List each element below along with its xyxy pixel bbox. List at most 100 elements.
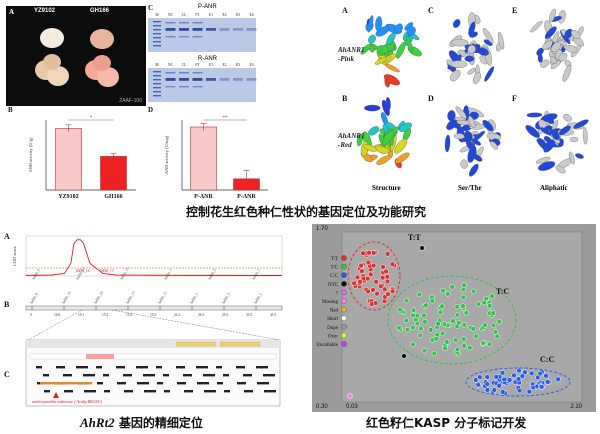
map-marker-0: InDel_9 <box>29 292 38 304</box>
browser-button-a <box>175 341 217 347</box>
row-label-pink: AhANR1 -Pink <box>338 46 364 64</box>
gel-title-bottom: R-ANR <box>198 56 217 62</box>
map-marker-2: InDel_14 <box>93 291 103 305</box>
bar-chart-b: ANR activity (U/g) YZ9102 GH166 * <box>28 116 136 200</box>
cluster-1-point-57 <box>422 319 428 325</box>
gene-feature-1-7 <box>183 374 192 377</box>
gel-top-marker-band-6 <box>153 45 161 47</box>
struct-letter-a: A <box>342 6 348 15</box>
gel-bottom-lane-label-0: M <box>155 63 159 67</box>
cluster-1-point-22 <box>490 322 497 328</box>
map-position-6: 24.3 <box>174 313 180 317</box>
ntc-point-0 <box>419 245 425 251</box>
cluster-1-point-66 <box>454 312 461 318</box>
cluster-0-point-50 <box>385 291 391 297</box>
helix-2-34 <box>558 52 568 62</box>
gene-label: anthocyanidin reductase ( Arahy.IB3J4U) <box>32 399 103 404</box>
helix-0-35 <box>367 15 374 33</box>
cluster-0-point-52 <box>379 275 386 281</box>
browser-frame <box>25 339 281 407</box>
helix-2-26 <box>564 28 573 39</box>
helix-4-30 <box>482 120 494 132</box>
helix-4-33 <box>468 115 476 129</box>
cluster-1-point-79 <box>486 303 493 309</box>
mapping-caption: AhRt2 基因的精细定位 <box>80 414 203 431</box>
helix-4-4 <box>468 163 479 177</box>
gene-feature-0-3 <box>96 366 102 369</box>
gel-top-lane-label-7: E4 <box>250 13 254 17</box>
peak-label-1: InDel_15 <box>100 269 114 273</box>
gene-feature-2-6 <box>157 382 163 385</box>
legend-swatch-2 <box>341 272 347 278</box>
gene-feature-1-11 <box>263 374 275 377</box>
kasp-y-bottom: 0.30 <box>316 404 328 410</box>
lod-marker-4: InDel_3 <box>207 268 216 280</box>
helix-1-15 <box>467 68 476 75</box>
gene-feature-2-10 <box>237 382 246 385</box>
helix-1-31 <box>468 21 476 37</box>
peak-label-0: InDel_14 <box>76 269 90 273</box>
map-position-1: 14.6 <box>54 313 60 317</box>
gel-top-lane-label-3: FT <box>195 13 200 17</box>
cluster-2-point-32 <box>499 370 506 376</box>
cluster-1-point-10 <box>450 318 456 324</box>
gel-top-lane-label-0: M <box>155 13 159 17</box>
cluster-0-point-54 <box>360 250 366 256</box>
mapping-letter-b: B <box>4 300 10 309</box>
cluster-0-point-15 <box>365 259 372 266</box>
seed-label-gh166: GH166 <box>90 8 110 14</box>
gel-top-extra-band-b-2 <box>179 36 189 38</box>
helix-0-14 <box>395 42 406 59</box>
helix-5-13 <box>575 153 584 159</box>
map-position-10: 41.0 <box>270 313 276 317</box>
helix-4-31 <box>473 154 483 162</box>
row-label-pink-line2: -Pink <box>338 55 354 63</box>
cluster-2-point-43 <box>500 389 506 395</box>
map-position-4: 15.3 <box>126 313 132 317</box>
cluster-1-point-72 <box>410 341 416 348</box>
gel-top-target-band-4 <box>206 28 216 31</box>
panel-letter-a: A <box>9 8 15 16</box>
panel-d-chart: D ANR activity (U/mg) P-ANR P-ANR ** <box>146 106 274 204</box>
legend-label-9: Over <box>328 334 338 339</box>
cluster-1-point-21 <box>461 336 467 342</box>
cluster-2-point-28 <box>507 377 513 383</box>
row-label-red-line2: -Red <box>338 141 352 149</box>
gel-top-extra-band-a-3 <box>192 22 203 24</box>
cluster-1-point-62 <box>463 310 469 316</box>
cluster-0-point-35 <box>370 262 377 269</box>
map-marker-7: InDel_1 <box>253 292 262 304</box>
gene-feature-0-2 <box>76 366 88 369</box>
gene-feature-3-5 <box>144 390 156 393</box>
cluster-2-point-2 <box>516 367 522 374</box>
cluster-ellipse-0 <box>347 241 401 311</box>
legend-swatch-1 <box>341 263 347 270</box>
gene-feature-1-8 <box>203 374 215 377</box>
legend-label-3: NTC <box>328 283 339 288</box>
panel-c-gels: C P-ANR R-ANR M NC CL FT E1 E2 E3 E4 M NC CL FT E1 E2… <box>148 4 258 104</box>
gel-bottom-target-band-4 <box>206 78 216 81</box>
helix-2-30 <box>570 29 581 39</box>
helix-3-30 <box>394 138 408 154</box>
cluster-2-point-50 <box>475 382 481 388</box>
gel-bottom-lane-label-2: CL <box>182 63 187 67</box>
helix-0-36 <box>406 26 416 36</box>
gel-top-extra-band-b-1 <box>165 36 176 38</box>
helix-5-4 <box>563 114 572 122</box>
legend-label-7: Short <box>327 317 338 322</box>
cluster-2-point-57 <box>496 383 502 389</box>
cluster-ellipse-1 <box>387 275 517 365</box>
helix-3-27 <box>398 122 412 132</box>
helix-1-11 <box>484 66 495 82</box>
cluster-2-point-45 <box>543 373 549 379</box>
helix-0-37 <box>384 63 400 73</box>
gel-bottom-extra-band-b-2 <box>179 86 189 88</box>
cluster-0-point-38 <box>389 261 396 267</box>
helix-1-27 <box>450 69 461 82</box>
cluster-0-point-44 <box>369 301 375 307</box>
helix-3-22 <box>395 152 410 164</box>
cluster-2-point-54 <box>526 389 532 395</box>
helix-5-9 <box>538 161 556 171</box>
fine-mapping-panel: A B C LOD score InDel_9 InDel_13 InDel_11 In… <box>2 222 292 412</box>
cluster-2-point-9 <box>529 370 535 377</box>
